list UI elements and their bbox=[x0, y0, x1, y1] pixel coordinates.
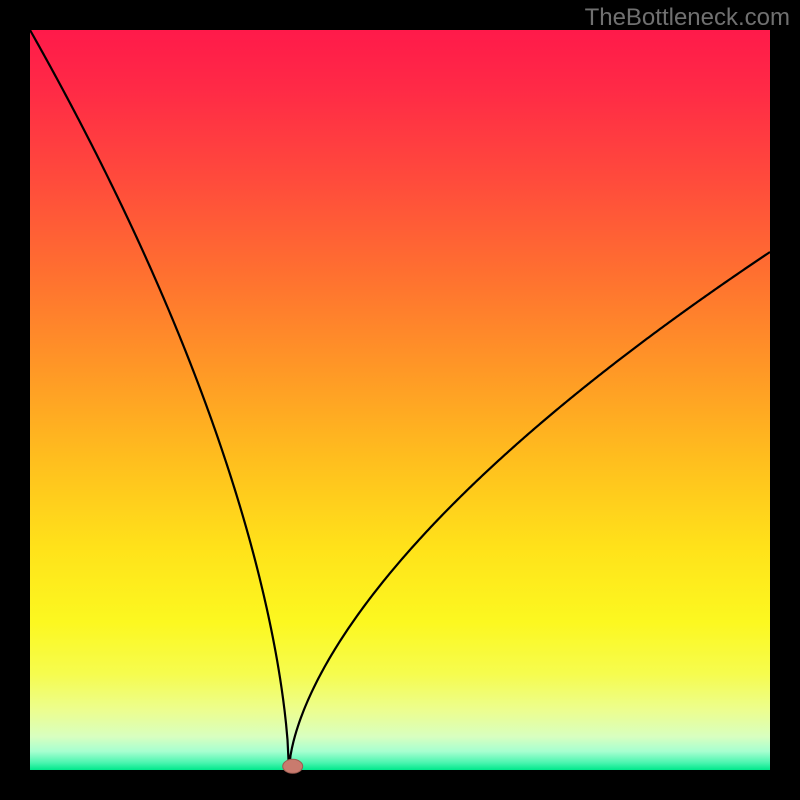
chart-container: TheBottleneck.com bbox=[0, 0, 800, 800]
watermark-text: TheBottleneck.com bbox=[585, 4, 790, 32]
bottleneck-chart bbox=[0, 0, 800, 800]
optimum-marker bbox=[283, 759, 303, 773]
plot-background bbox=[30, 30, 770, 770]
